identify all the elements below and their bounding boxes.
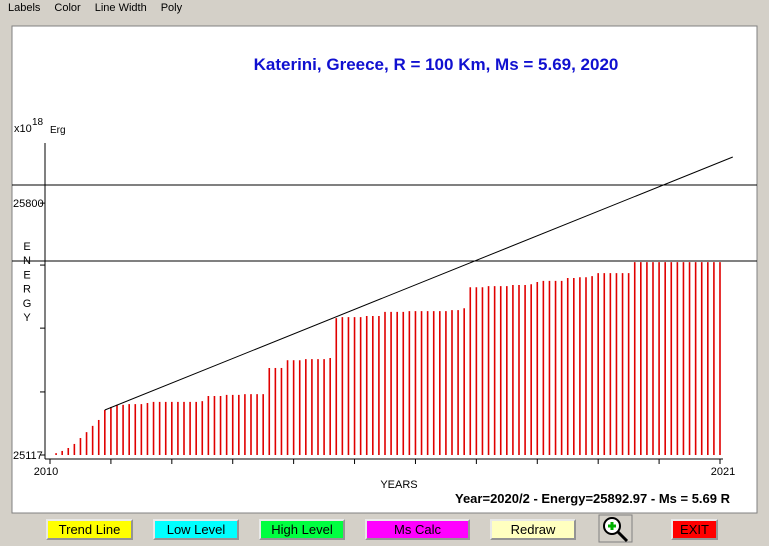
menu-item[interactable]: Line Width <box>94 2 147 14</box>
chart: Katerini, Greece, R = 100 Km, Ms = 5.69,… <box>11 25 758 514</box>
zoom-button[interactable] <box>598 514 634 544</box>
y-tick-label: 25117 <box>13 450 43 462</box>
trend-line-button[interactable]: Trend Line <box>46 519 133 540</box>
y-unit-exponent: 18 <box>32 117 44 128</box>
zoom-handle <box>616 530 629 543</box>
x-tick-label: 2021 <box>711 466 735 478</box>
ms-calc-button[interactable]: Ms Calc <box>365 519 470 540</box>
x-tick-label: 2010 <box>34 466 58 478</box>
zoom-plus <box>608 522 616 530</box>
trend-line <box>104 156 733 411</box>
x-axis-label: YEARS <box>380 479 417 491</box>
exit-button[interactable]: EXIT <box>671 519 718 540</box>
low-level-button[interactable]: Low Level <box>153 519 239 540</box>
redraw-button[interactable]: Redraw <box>490 519 576 540</box>
menu-item[interactable]: Color <box>54 2 81 14</box>
y-unit-name: Erg <box>50 125 66 136</box>
y-tick-label: 25800 <box>13 198 44 210</box>
status-text: Year=2020/2 - Energy=25892.97 - Ms = 5.6… <box>455 491 731 506</box>
y-unit: x10 <box>14 123 32 135</box>
high-level-button[interactable]: High Level <box>259 519 345 540</box>
menu-item[interactable]: Poly <box>160 2 183 14</box>
menu-item[interactable]: Labels <box>8 2 41 14</box>
chart-title: Katerini, Greece, R = 100 Km, Ms = 5.69,… <box>254 55 619 74</box>
menu-bar: Labels Color Line Width Poly <box>0 0 188 16</box>
